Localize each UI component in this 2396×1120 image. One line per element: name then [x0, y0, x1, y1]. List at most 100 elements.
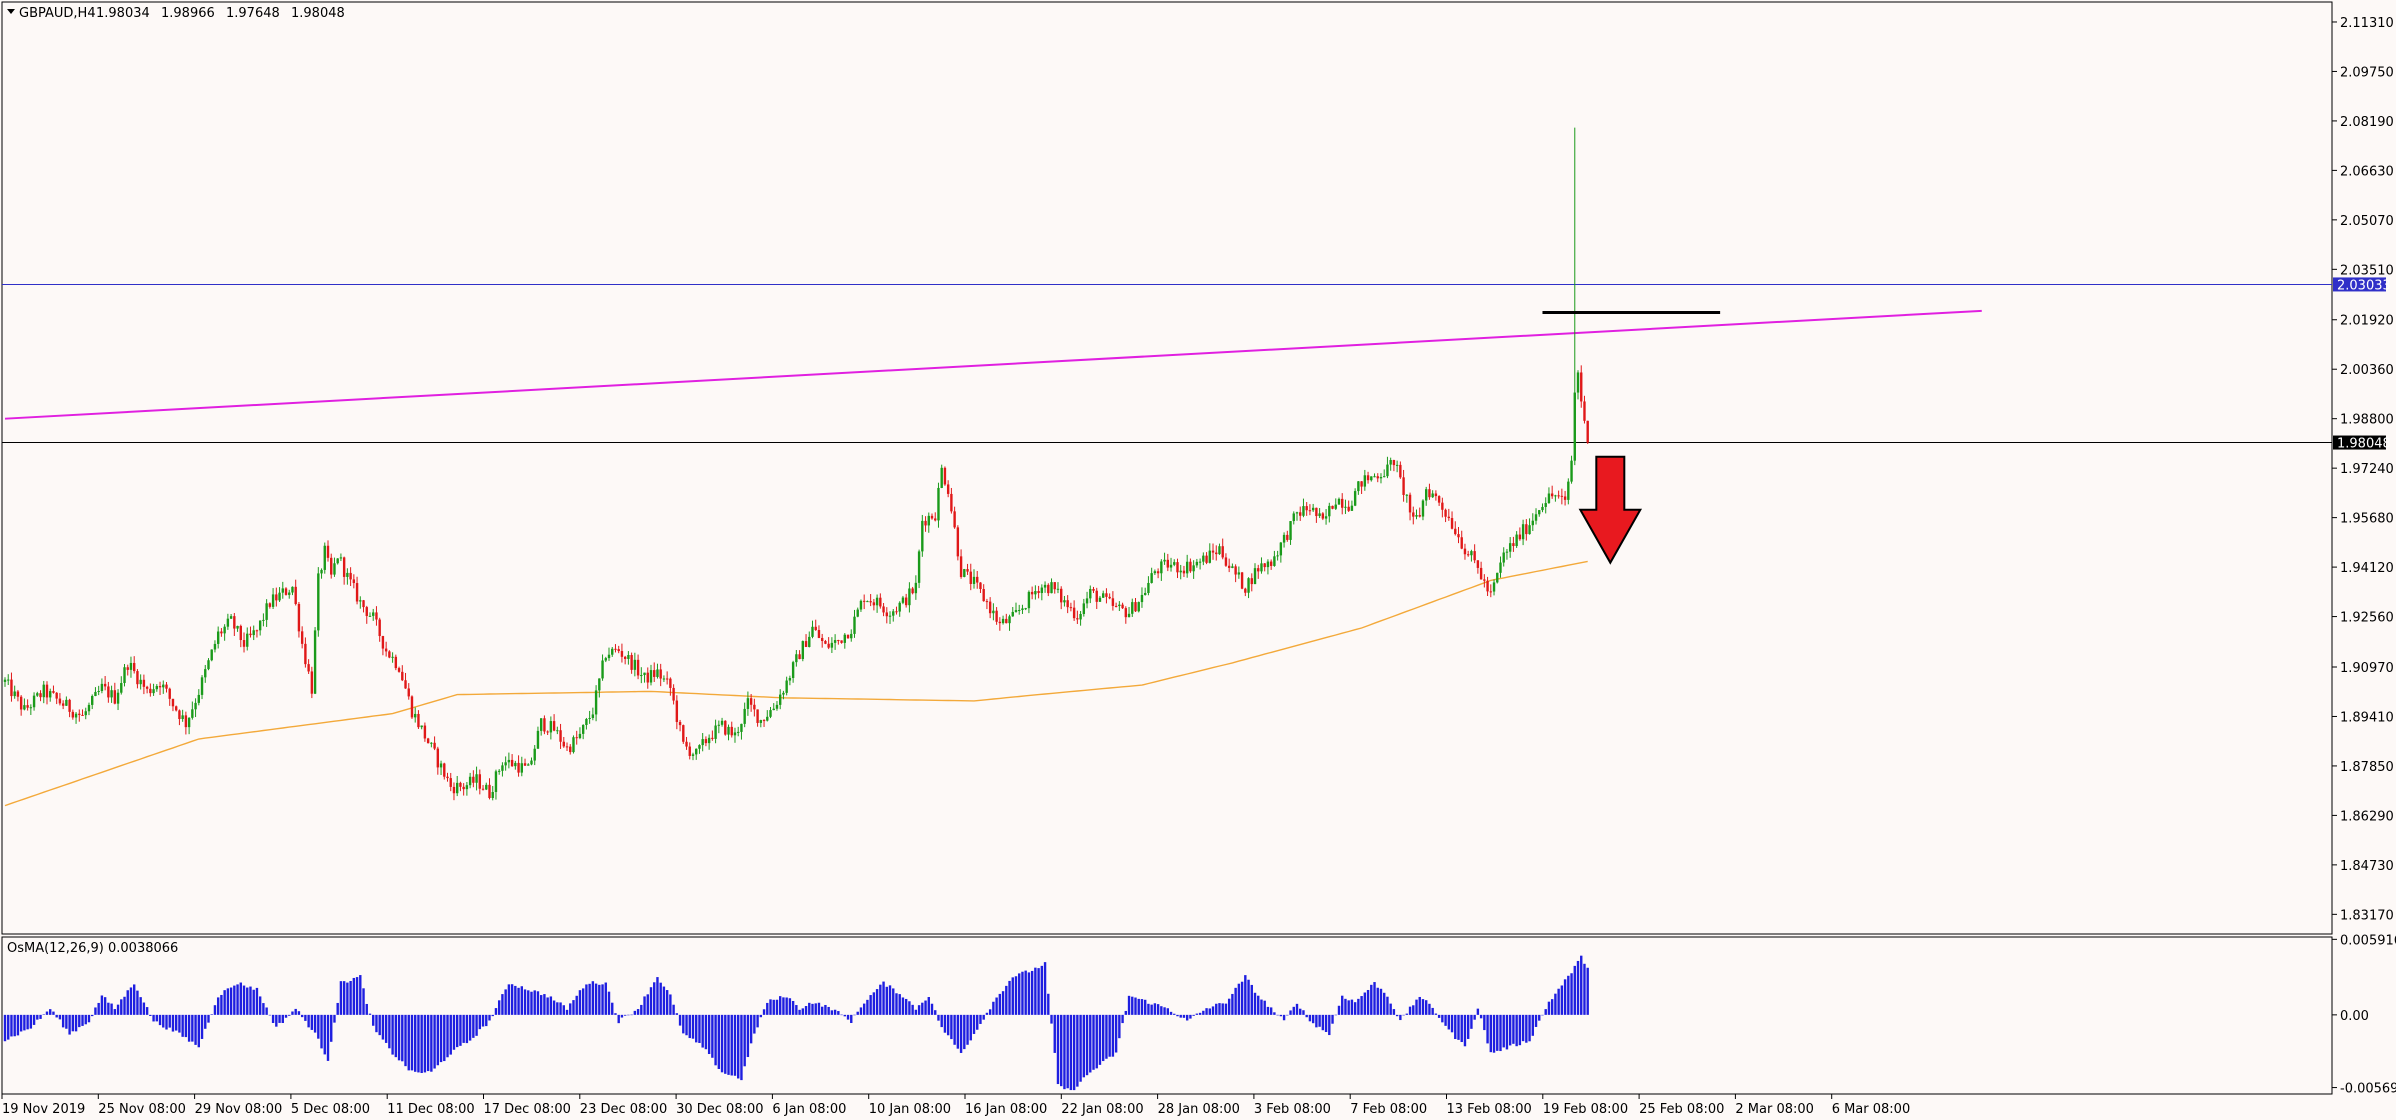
candle-body	[772, 708, 775, 711]
osma-bar	[1305, 1014, 1308, 1018]
candle-body	[820, 637, 824, 642]
osma-bar	[433, 1014, 436, 1069]
candle-body	[1037, 591, 1040, 594]
candle-body	[688, 746, 691, 756]
osma-bar	[1085, 1014, 1089, 1076]
osma-bar	[1169, 1011, 1173, 1015]
osma-bar	[323, 1014, 326, 1055]
osma-bar	[307, 1014, 310, 1028]
osma-bar	[1076, 1014, 1079, 1087]
osma-bar	[310, 1014, 314, 1030]
osma-bar	[704, 1014, 708, 1050]
candle-body	[1557, 495, 1560, 497]
osma-bar	[724, 1014, 727, 1074]
osma-bar	[1418, 996, 1421, 1015]
candle-body	[323, 545, 326, 570]
osma-bar	[404, 1014, 407, 1067]
candle-body	[1428, 489, 1431, 498]
candle-body	[672, 687, 675, 701]
osma-bar	[1150, 1004, 1153, 1015]
osma-bar	[1412, 1005, 1415, 1015]
candle-body	[194, 702, 197, 710]
candle-body	[407, 688, 410, 697]
osma-bar	[1425, 1000, 1428, 1015]
osma-bar	[746, 1014, 750, 1058]
candle-body	[1127, 613, 1131, 618]
candle-body	[510, 759, 514, 767]
osma-plot	[3, 955, 1589, 1091]
osma-bar	[507, 984, 511, 1015]
candle-body	[530, 760, 533, 765]
osma-bar	[449, 1014, 452, 1055]
candle-body	[1221, 546, 1224, 558]
osma-bar	[481, 1014, 485, 1027]
candle-body	[895, 611, 898, 613]
candle-body	[1573, 392, 1576, 461]
osma-bar	[1531, 1014, 1534, 1036]
candle-body	[1366, 475, 1370, 481]
osma-bar	[1328, 1014, 1331, 1036]
osma-bar	[830, 1010, 834, 1015]
candle-body	[1069, 607, 1073, 609]
candle-body	[824, 641, 827, 644]
osma-bar	[242, 985, 246, 1015]
osma-bar	[1215, 1003, 1218, 1015]
candle-body	[1441, 502, 1444, 510]
candle-body	[497, 770, 501, 772]
candle-body	[452, 786, 456, 794]
osma-bar	[1570, 973, 1573, 1015]
osma-bar	[1473, 1014, 1476, 1020]
time-tick-label: 16 Jan 08:00	[965, 1102, 1047, 1117]
candles	[3, 127, 1589, 801]
candle-body	[87, 704, 91, 712]
osma-bar	[417, 1014, 420, 1073]
candle-body	[607, 654, 611, 659]
time-tick-label: 19 Feb 08:00	[1543, 1102, 1628, 1117]
osma-bar	[236, 984, 239, 1015]
candle-body	[1347, 506, 1350, 511]
candle-body	[533, 748, 536, 761]
osma-bar	[901, 997, 905, 1015]
time-tick-label: 11 Dec 08:00	[387, 1102, 474, 1117]
candle-body	[1315, 507, 1318, 517]
candle-body	[917, 551, 921, 583]
candle-body	[976, 576, 979, 583]
osma-bar	[1089, 1014, 1092, 1073]
osma-bar	[1179, 1014, 1182, 1018]
time-tick-label: 6 Jan 08:00	[772, 1102, 846, 1117]
candle-body	[914, 582, 918, 594]
candle-body	[775, 704, 779, 709]
dropdown-triangle-icon[interactable]	[7, 9, 15, 14]
osma-bar	[181, 1014, 184, 1037]
osma-bar	[969, 1014, 972, 1041]
candle-body	[837, 640, 840, 642]
candle-body	[649, 670, 653, 683]
osma-bar	[475, 1014, 478, 1036]
osma-bar	[1580, 955, 1583, 1015]
osma-bar	[1547, 1001, 1551, 1015]
osma-bar	[1341, 995, 1344, 1015]
osma-bar	[300, 1014, 304, 1018]
osma-bar	[1337, 1005, 1341, 1015]
candle-body	[963, 569, 966, 577]
osma-bar	[71, 1014, 75, 1032]
osma-bar	[904, 998, 908, 1015]
osma-bar	[1541, 1014, 1544, 1016]
osma-bar	[1231, 993, 1234, 1015]
candle-body	[1353, 491, 1357, 506]
osma-bar	[565, 1009, 569, 1015]
time-tick-label: 23 Dec 08:00	[580, 1102, 667, 1117]
osma-bar	[737, 1014, 740, 1079]
osma-bar	[1450, 1014, 1454, 1033]
candle-body	[100, 683, 104, 691]
candle-body	[1321, 513, 1325, 519]
price-plot	[2, 127, 2332, 807]
osma-bar	[1454, 1014, 1457, 1040]
osma-bar	[165, 1014, 168, 1030]
osma-bar	[36, 1014, 39, 1020]
candle-body	[701, 739, 704, 746]
osma-bar	[846, 1014, 850, 1020]
osma-bar	[414, 1014, 417, 1072]
candle-body	[921, 520, 924, 552]
